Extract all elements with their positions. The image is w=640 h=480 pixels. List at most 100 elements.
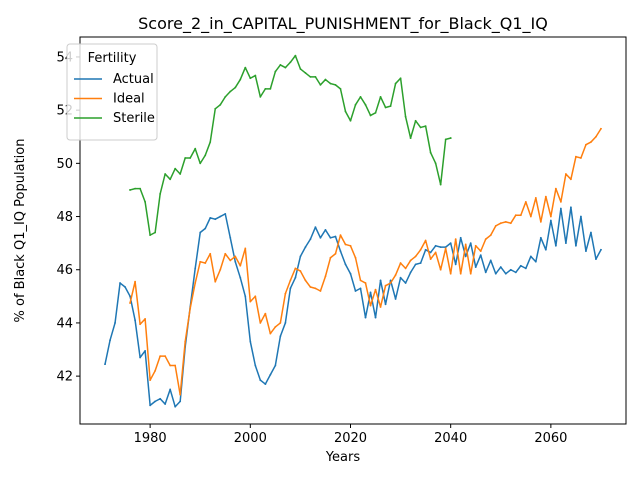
data-point-sterile: [154, 231, 157, 234]
data-point-sterile: [324, 78, 327, 81]
data-point-ideal: [459, 272, 462, 275]
legend: Fertility Actual Ideal Sterile: [66, 43, 158, 141]
data-point-ideal: [339, 234, 342, 237]
data-point-actual: [600, 248, 602, 251]
data-point-ideal: [600, 127, 602, 130]
data-point-ideal: [169, 364, 172, 367]
data-point-ideal: [399, 262, 402, 264]
data-point-actual: [369, 291, 372, 294]
x-tick-label: 1980: [134, 431, 167, 446]
data-point-actual: [289, 287, 292, 290]
data-point-ideal: [489, 234, 492, 237]
data-point-actual: [179, 400, 182, 403]
data-point-ideal: [374, 288, 377, 291]
data-point-actual: [484, 271, 487, 274]
data-point-actual: [254, 364, 257, 367]
data-point-ideal: [570, 178, 572, 181]
data-point-ideal: [389, 282, 392, 284]
series-layer: [104, 54, 602, 408]
data-point-actual: [479, 254, 482, 256]
data-point-ideal: [384, 284, 387, 287]
data-point-actual: [539, 236, 542, 239]
data-point-ideal: [595, 135, 597, 138]
data-point-ideal: [189, 307, 192, 310]
data-point-ideal: [580, 157, 582, 159]
data-point-ideal: [534, 197, 537, 199]
data-point-sterile: [299, 68, 302, 70]
data-point-ideal: [344, 243, 347, 246]
data-point-ideal: [444, 247, 447, 250]
data-point-actual: [504, 272, 507, 275]
data-point-actual: [349, 272, 352, 275]
data-point-ideal: [439, 268, 442, 271]
data-point-ideal: [419, 248, 422, 251]
data-point-ideal: [414, 255, 417, 258]
data-point-sterile: [249, 77, 252, 80]
data-point-sterile: [139, 187, 142, 190]
data-point-actual: [104, 363, 106, 366]
data-point-sterile: [329, 82, 332, 85]
chart-title: Score_2_in_CAPITAL_PUNISHMENT_for_Black_…: [138, 14, 548, 34]
data-point-sterile: [254, 74, 257, 77]
data-point-sterile: [159, 193, 162, 195]
data-point-ideal: [504, 220, 507, 223]
data-point-actual: [119, 282, 121, 284]
data-point-ideal: [364, 282, 367, 284]
data-point-sterile: [449, 137, 452, 139]
data-point-sterile: [424, 125, 427, 127]
data-point-ideal: [224, 252, 227, 255]
data-point-sterile: [264, 87, 267, 90]
data-point-actual: [449, 242, 452, 245]
data-point-actual: [419, 262, 422, 264]
data-point-sterile: [369, 114, 372, 117]
data-point-actual: [364, 316, 367, 319]
data-point-actual: [159, 397, 162, 400]
data-point-sterile: [444, 138, 447, 141]
data-point-sterile: [359, 95, 362, 98]
data-point-ideal: [424, 239, 427, 242]
data-point-actual: [359, 287, 362, 290]
data-point-sterile: [234, 86, 237, 89]
data-point-ideal: [539, 220, 542, 223]
data-point-ideal: [454, 238, 457, 241]
data-point-ideal: [559, 201, 562, 203]
data-point-actual: [334, 235, 337, 238]
data-point-ideal: [274, 326, 277, 328]
x-axis-ticks: 1980 2000 2020 2040 2060: [134, 424, 567, 446]
legend-entry-actual: Actual: [74, 72, 154, 87]
data-point-actual: [595, 258, 597, 260]
data-point-ideal: [294, 267, 297, 270]
data-point-ideal: [585, 143, 587, 146]
data-point-sterile: [429, 151, 432, 154]
data-point-actual: [444, 246, 447, 249]
data-point-ideal: [314, 287, 317, 290]
data-point-actual: [169, 388, 172, 391]
data-point-ideal: [174, 364, 177, 367]
data-point-ideal: [429, 258, 432, 260]
data-point-actual: [344, 263, 347, 266]
data-point-ideal: [464, 243, 467, 246]
data-point-ideal: [234, 255, 237, 258]
data-point-actual: [284, 322, 287, 324]
data-point-actual: [109, 339, 111, 342]
data-point-ideal: [149, 379, 152, 382]
data-point-ideal: [269, 332, 272, 335]
data-point-ideal: [219, 268, 222, 271]
data-point-actual: [199, 231, 202, 234]
data-point-sterile: [224, 95, 227, 98]
legend-label: Ideal: [113, 92, 145, 107]
legend-title: Fertility: [88, 51, 137, 66]
data-point-actual: [299, 255, 302, 258]
data-point-actual: [204, 227, 207, 230]
data-point-ideal: [134, 280, 137, 283]
y-tick-label: 42: [56, 370, 73, 385]
x-tick-label: 2000: [234, 431, 267, 446]
data-point-actual: [114, 322, 116, 324]
data-point-actual: [559, 207, 562, 210]
legend-box: [66, 43, 158, 141]
data-point-ideal: [144, 318, 147, 320]
x-tick-label: 2020: [334, 431, 367, 446]
data-point-sterile: [319, 83, 322, 86]
data-point-actual: [124, 286, 126, 288]
data-point-actual: [529, 255, 532, 258]
